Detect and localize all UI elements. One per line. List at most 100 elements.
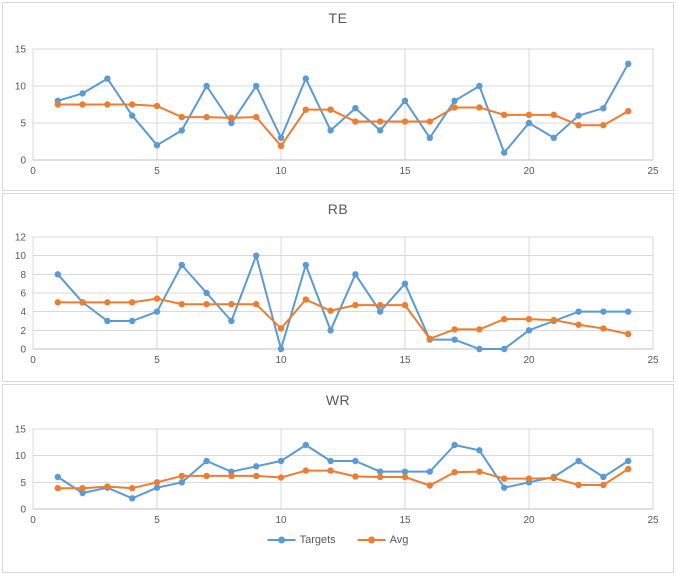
data-point-avg [550, 316, 557, 324]
data-point-targets [476, 82, 483, 90]
data-point-avg [129, 485, 136, 492]
x-axis-tick-label: 0 [30, 166, 36, 177]
data-point-targets [352, 271, 359, 278]
data-point-avg [401, 301, 409, 309]
data-point-targets [625, 308, 632, 315]
data-point-avg [302, 467, 309, 474]
data-point-avg [129, 299, 136, 306]
data-point-avg [401, 473, 409, 481]
data-point-targets [54, 473, 61, 481]
data-point-avg [600, 481, 607, 489]
data-point-avg [575, 321, 582, 328]
x-axis-tick-label: 0 [30, 355, 36, 366]
data-point-avg [352, 118, 359, 125]
chart-panel-rb[interactable]: 0 2 4 6 8 10 12 0 5 10 15 20 25 RB [2, 193, 674, 382]
y-axis-tick-label: 0 [20, 345, 26, 356]
data-point-avg [575, 122, 582, 129]
data-point-targets [476, 345, 483, 353]
data-point-targets [203, 82, 210, 90]
x-axis-tick-label: 5 [154, 166, 160, 177]
legend-targets-label: Targets [299, 534, 336, 546]
data-point-targets [575, 457, 582, 465]
data-point-avg [377, 301, 384, 309]
data-point-targets [153, 308, 161, 315]
data-point-avg [451, 326, 458, 333]
data-point-targets [253, 82, 260, 90]
data-point-avg [104, 101, 111, 108]
data-point-avg [476, 326, 483, 333]
data-point-avg [178, 113, 185, 121]
data-point-avg [352, 301, 359, 309]
series-line-avg [56, 468, 630, 490]
data-point-avg [253, 472, 260, 480]
data-point-targets [575, 308, 582, 315]
chart-legend[interactable]: Targets Avg [267, 534, 409, 546]
data-point-targets [550, 134, 557, 141]
data-point-targets [228, 317, 235, 325]
data-point-avg [54, 485, 61, 492]
data-point-targets [104, 75, 111, 82]
data-point-avg [550, 474, 557, 482]
legend-item-targets[interactable]: Targets [267, 534, 336, 546]
chart-panel-te[interactable]: 0 5 10 15 0 5 10 15 20 25 TE [2, 2, 674, 191]
data-point-avg [426, 335, 433, 342]
chart-panel-wr[interactable]: 0 5 10 15 0 5 10 15 20 25 WR Targets Avg [2, 384, 674, 573]
legend-item-avg[interactable]: Avg [357, 534, 409, 546]
data-point-targets [377, 127, 384, 134]
y-axis-tick-label: 15 [15, 45, 27, 56]
data-point-avg [501, 475, 508, 482]
y-axis-tick-label: 10 [15, 451, 27, 462]
data-point-avg [79, 299, 86, 306]
series-line-targets [56, 444, 630, 500]
data-point-avg [451, 469, 458, 476]
data-point-avg [327, 467, 334, 474]
series-line-targets [56, 62, 630, 154]
y-axis-tick-label: 2 [20, 326, 26, 337]
data-point-avg [253, 301, 260, 308]
legend-avg-line-icon [357, 536, 386, 544]
rb-plot-area: 0 2 4 6 8 10 12 0 5 10 15 20 25 [15, 233, 659, 367]
chart-title-wr: WR [325, 392, 351, 408]
plot-border [32, 428, 654, 510]
data-point-targets [79, 489, 86, 497]
data-point-targets [600, 473, 607, 481]
data-point-avg [525, 315, 533, 323]
y-axis-tick-label: 10 [15, 82, 27, 93]
data-point-targets [426, 468, 433, 475]
data-point-avg [401, 118, 409, 125]
data-point-avg [79, 101, 86, 108]
wr-plot-area: 0 5 10 15 0 5 10 15 20 25 [15, 425, 659, 527]
y-axis-tick-label: 6 [20, 289, 26, 300]
data-point-targets [178, 127, 185, 134]
data-point-targets [625, 457, 632, 465]
x-axis-tick-label: 20 [523, 515, 535, 526]
data-point-avg [228, 301, 235, 308]
x-axis-tick-label: 15 [399, 355, 411, 366]
data-point-targets [277, 134, 285, 141]
data-point-avg [178, 472, 185, 480]
x-axis-tick-label: 25 [647, 166, 659, 177]
data-point-avg [153, 479, 161, 486]
data-point-avg [501, 111, 508, 119]
y-axis-tick-label: 15 [15, 425, 27, 436]
x-axis-tick-label: 10 [275, 355, 287, 366]
data-point-avg [104, 299, 111, 306]
data-point-targets [79, 90, 86, 97]
data-point-targets [451, 97, 458, 105]
legend-avg-label: Avg [389, 534, 409, 546]
data-point-targets [600, 308, 607, 315]
data-point-avg [501, 315, 508, 323]
data-point-avg [129, 101, 136, 108]
chart-title-te: TE [328, 10, 348, 26]
data-point-avg [426, 118, 433, 125]
data-point-targets [302, 75, 309, 82]
data-point-avg [302, 296, 309, 303]
data-point-avg [451, 104, 458, 111]
data-point-targets [228, 119, 235, 127]
series-line-avg [56, 297, 630, 340]
data-point-targets [575, 112, 582, 119]
chart-title-rb: RB [327, 201, 349, 217]
data-point-avg [203, 113, 210, 121]
data-point-targets [451, 336, 458, 343]
